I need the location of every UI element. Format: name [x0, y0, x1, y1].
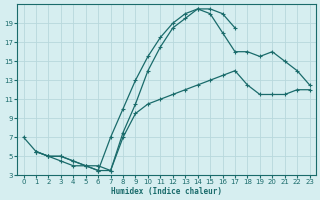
X-axis label: Humidex (Indice chaleur): Humidex (Indice chaleur)	[111, 187, 222, 196]
